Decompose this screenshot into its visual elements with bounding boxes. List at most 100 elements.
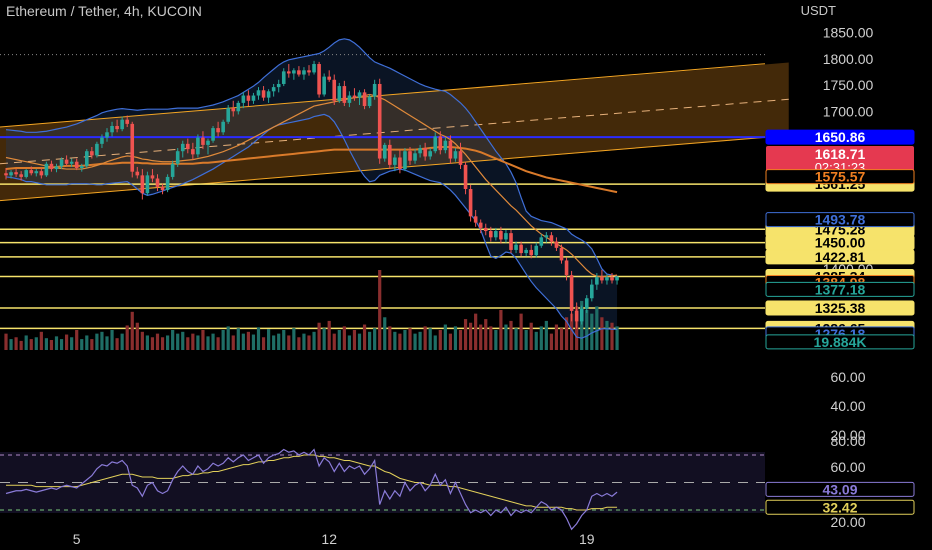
candle (196, 137, 200, 155)
volume-bar (115, 338, 119, 350)
volume-bar (580, 300, 584, 350)
candle (140, 175, 145, 194)
volume-bar (458, 330, 463, 350)
candle (489, 231, 493, 238)
candle (85, 151, 89, 166)
candle (175, 151, 180, 164)
candle (281, 71, 286, 84)
volume-bar (4, 333, 8, 350)
price-tick-label: 1850.00 (823, 25, 874, 41)
x-tick-label: 19 (579, 531, 595, 547)
rsi-tick-label: 60.00 (830, 459, 865, 475)
candle (69, 161, 74, 164)
candle (125, 119, 129, 124)
volume-bar (443, 324, 447, 350)
candle (398, 157, 402, 170)
candle (276, 83, 281, 88)
x-tick-label: 12 (321, 531, 337, 547)
volume-bar (398, 333, 402, 350)
level-tag-1450.00: 1450.00 (815, 235, 866, 251)
candle (423, 148, 427, 157)
volume-bar (453, 326, 458, 350)
candle (256, 90, 261, 96)
volume-bar (489, 326, 493, 350)
rsi-tick-label: 20.00 (830, 514, 865, 530)
candle (393, 157, 397, 165)
candle (120, 119, 124, 130)
volume-bar (65, 334, 69, 350)
volume-bar (428, 328, 432, 350)
level-tag-1325.38: 1325.38 (815, 300, 866, 316)
volume-bar (352, 330, 357, 350)
candle (499, 231, 503, 240)
candle (382, 144, 387, 159)
candle (266, 91, 271, 98)
volume-bar (191, 333, 195, 350)
candle (322, 76, 326, 95)
volume-bar (539, 326, 543, 350)
rsi-ma-tag-bg (765, 499, 915, 515)
volume-bar (59, 339, 64, 350)
candle (216, 128, 220, 133)
volume-bar (39, 331, 43, 350)
candle (170, 163, 175, 177)
candle (312, 64, 316, 73)
volume-bar (559, 328, 564, 350)
current-price-tag-bg (766, 145, 914, 174)
volume-bar (70, 337, 74, 350)
volume-bar (231, 335, 235, 350)
channel-lower-line (0, 136, 766, 202)
candle (54, 166, 59, 170)
candle (595, 277, 599, 285)
volume-bar (145, 335, 149, 350)
volume-bar (287, 335, 291, 350)
value-tag-19.884K-bg (765, 334, 915, 350)
volume-bar (90, 339, 94, 350)
candle (165, 176, 170, 191)
volume-bar (499, 310, 503, 350)
candle (135, 171, 140, 176)
candle (357, 92, 362, 98)
candle (186, 143, 190, 150)
candle (9, 172, 13, 176)
candle (403, 151, 407, 170)
bollinger-upper-line (5, 38, 618, 277)
candle (473, 216, 478, 223)
candle (539, 237, 544, 246)
candle (39, 171, 44, 176)
volume-bar (514, 328, 518, 350)
candle (226, 108, 230, 122)
candle (600, 277, 604, 281)
volume-bar (206, 336, 210, 350)
candle (4, 173, 8, 176)
volume-bar (554, 324, 559, 350)
current-price-tag: 1618.71 (815, 146, 866, 162)
volume-bar (544, 320, 548, 350)
volume-bar (605, 320, 609, 350)
volume-bar (378, 270, 382, 350)
candle (79, 165, 84, 169)
candle (554, 241, 559, 248)
volume-bar (221, 330, 225, 350)
candle (19, 174, 23, 177)
candle (49, 163, 54, 170)
candle (236, 102, 241, 112)
candle (372, 83, 377, 97)
volume-bar (590, 313, 594, 350)
volume-bar (292, 328, 296, 350)
level-tag-1650.86: 1650.86 (815, 129, 866, 145)
volume-tick-label: 60.00 (830, 369, 865, 385)
candle (504, 233, 508, 240)
volume-bar (277, 333, 281, 350)
candle (574, 310, 579, 322)
candle (453, 151, 458, 159)
candle (211, 128, 215, 141)
volume-bar (216, 337, 220, 350)
candle (201, 137, 205, 145)
candle (14, 172, 18, 175)
candle (418, 148, 422, 154)
volume-bar (211, 333, 215, 350)
candle (362, 92, 367, 107)
candle (74, 161, 79, 169)
